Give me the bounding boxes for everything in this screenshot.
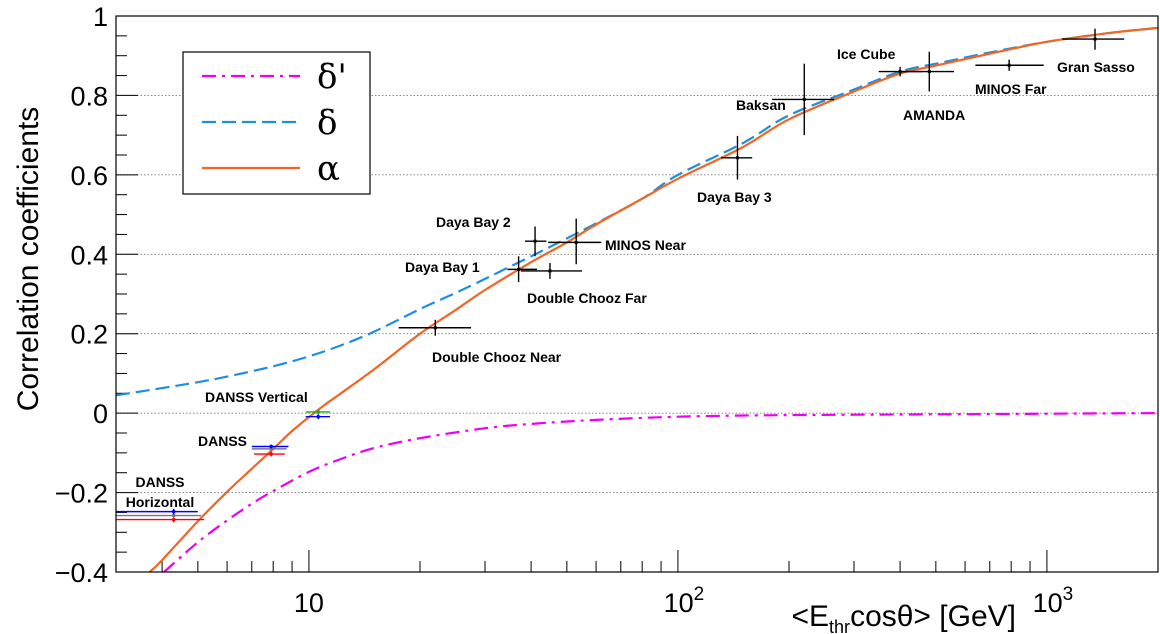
measurement-point: [1062, 28, 1125, 50]
y-tick-label: 0: [93, 399, 108, 429]
point-marker: [269, 447, 273, 451]
x-tick-label: 103: [1033, 584, 1074, 618]
x-axis-title-post: cosθ> [GeV]: [850, 600, 1016, 633]
point-label: DANSS Vertical: [205, 389, 308, 405]
plot-frame: [115, 15, 1159, 573]
measurement-point: [305, 414, 330, 420]
point-marker: [269, 452, 273, 456]
measurement-point: [305, 409, 330, 415]
point-label: Double Chooz Near: [432, 349, 562, 365]
point-marker: [172, 514, 176, 518]
y-tick-label: −0.2: [55, 479, 108, 509]
x-tick-label: 10: [294, 588, 324, 618]
point-label: MINOS Near: [605, 237, 686, 253]
y-tick-label: 0.2: [70, 320, 108, 350]
measurement-point: [772, 63, 835, 136]
x-axis-title-pre: <E: [792, 600, 830, 633]
y-tick-label: 0.8: [70, 81, 108, 111]
legend-label: α: [317, 149, 340, 189]
y-tick-label: 0.6: [70, 161, 108, 191]
axis-text: Correlation coefficients <Ethrcosθ> [GeV…: [12, 107, 1016, 634]
point-label: MINOS Far: [975, 81, 1047, 97]
point-marker: [316, 415, 320, 419]
point-marker: [1007, 63, 1011, 67]
point-marker: [172, 510, 176, 514]
point-label: Gran Sasso: [1057, 59, 1135, 75]
measurement-point: [254, 451, 285, 457]
measurement-point: [251, 444, 289, 449]
point-marker: [316, 410, 320, 414]
point-label: AMANDA: [903, 107, 965, 123]
point-marker: [533, 239, 537, 243]
series-line: [116, 26, 1158, 397]
point-marker: [1093, 37, 1097, 41]
point-marker: [517, 267, 521, 271]
legend: δ' δα: [182, 51, 371, 195]
measurement-point: [520, 263, 583, 279]
point-marker: [574, 240, 578, 244]
point-label: Double Chooz Far: [527, 290, 647, 306]
measurement-point: [548, 218, 602, 265]
axis-ticks: −0.4 −0.2 0 0.2 0.4 0.6 0.8 1 10 102 103: [55, 2, 1159, 618]
measurement-point: [507, 256, 537, 283]
measurement-point: [116, 508, 198, 515]
x-axis-title: <Ethrcosθ> [GeV]: [792, 600, 1016, 634]
point-label: DANSS: [135, 474, 184, 490]
measurement-point: [524, 226, 547, 257]
point-marker: [172, 518, 176, 522]
x-axis-title-sub: thr: [829, 617, 850, 634]
point-label: Ice Cube: [837, 46, 896, 62]
series-lines: [116, 26, 1158, 572]
point-label: Daya Bay 2: [436, 214, 511, 230]
y-tick-label: −0.4: [55, 558, 108, 588]
measurement-point: [975, 59, 1044, 71]
point-marker: [802, 97, 806, 101]
legend-label: δ: [317, 103, 337, 143]
legend-label: δ': [317, 57, 347, 97]
y-tick-label: 1: [93, 2, 108, 32]
y-tick-label: 0.4: [70, 240, 108, 270]
point-label: Baksan: [736, 97, 786, 113]
series-line: [163, 412, 1158, 572]
measurement-labels: DANSS Horizontal DANSS DANSS Vertical Double…: [126, 46, 1135, 510]
point-label: Horizontal: [126, 494, 194, 510]
point-label: Daya Bay 1: [405, 259, 480, 275]
point-marker: [433, 326, 437, 330]
measurement-point: [721, 135, 753, 180]
series-line: [148, 26, 1158, 572]
point-label: Daya Bay 3: [697, 189, 772, 205]
grid-lines: [116, 94, 1158, 494]
measurement-point: [398, 319, 472, 336]
point-marker: [735, 156, 739, 160]
measurement-points: [116, 28, 1125, 523]
x-tick-label: 102: [664, 584, 705, 618]
point-marker: [927, 70, 931, 74]
y-axis-title: Correlation coefficients: [12, 107, 45, 412]
point-marker: [548, 269, 552, 273]
point-marker: [269, 445, 273, 449]
measurement-point: [900, 51, 955, 92]
point-label: DANSS: [198, 433, 247, 449]
